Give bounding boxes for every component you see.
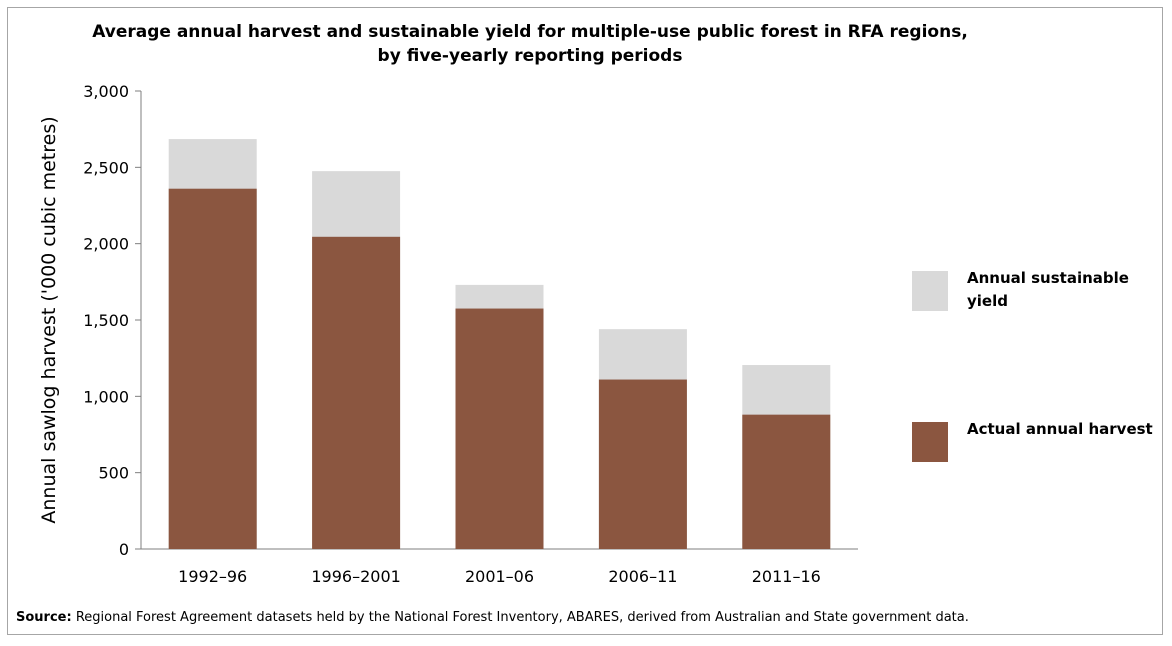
source-note: Source: Regional Forest Agreement datase…	[16, 610, 969, 625]
legend-swatch-harvest	[912, 422, 948, 462]
legend-label-yield: Annual sustainable yield	[967, 269, 1129, 310]
legend-label-harvest: Actual annual harvest	[967, 420, 1153, 438]
x-tick-label: 2011–16	[752, 567, 821, 586]
bar-harvest-3	[455, 308, 544, 549]
y-tick-label: 2,500	[83, 158, 129, 177]
y-tick-label: 1,500	[83, 311, 129, 330]
chart-title-line-1: Average annual harvest and sustainable y…	[92, 22, 968, 42]
source-text: Regional Forest Agreement datasets held …	[71, 610, 969, 625]
source-label: Source:	[16, 610, 72, 625]
legend-swatch-yield	[912, 271, 948, 311]
bar-harvest-2	[312, 236, 401, 549]
y-axis-label: Annual sawlog harvest ('000 cubic metres…	[38, 116, 60, 523]
y-tick-label: 500	[98, 464, 129, 483]
y-tick-label: 1,000	[83, 387, 129, 406]
y-tick-label: 0	[119, 540, 129, 559]
x-tick-label: 2001–06	[465, 567, 534, 586]
bar-harvest-5	[742, 414, 831, 549]
y-tick-label: 2,000	[83, 235, 129, 254]
bar-harvest-4	[598, 379, 687, 549]
x-tick-label: 1992–96	[178, 567, 247, 586]
x-tick-label: 2006–11	[608, 567, 677, 586]
chart-subtitle: by five-yearly reporting periods	[377, 46, 683, 66]
chart-title: Average annual harvest and sustainable y…	[0, 20, 1060, 68]
y-tick-label: 3,000	[83, 82, 129, 101]
bar-harvest-1	[168, 188, 257, 549]
x-tick-label: 1996–2001	[311, 567, 400, 586]
